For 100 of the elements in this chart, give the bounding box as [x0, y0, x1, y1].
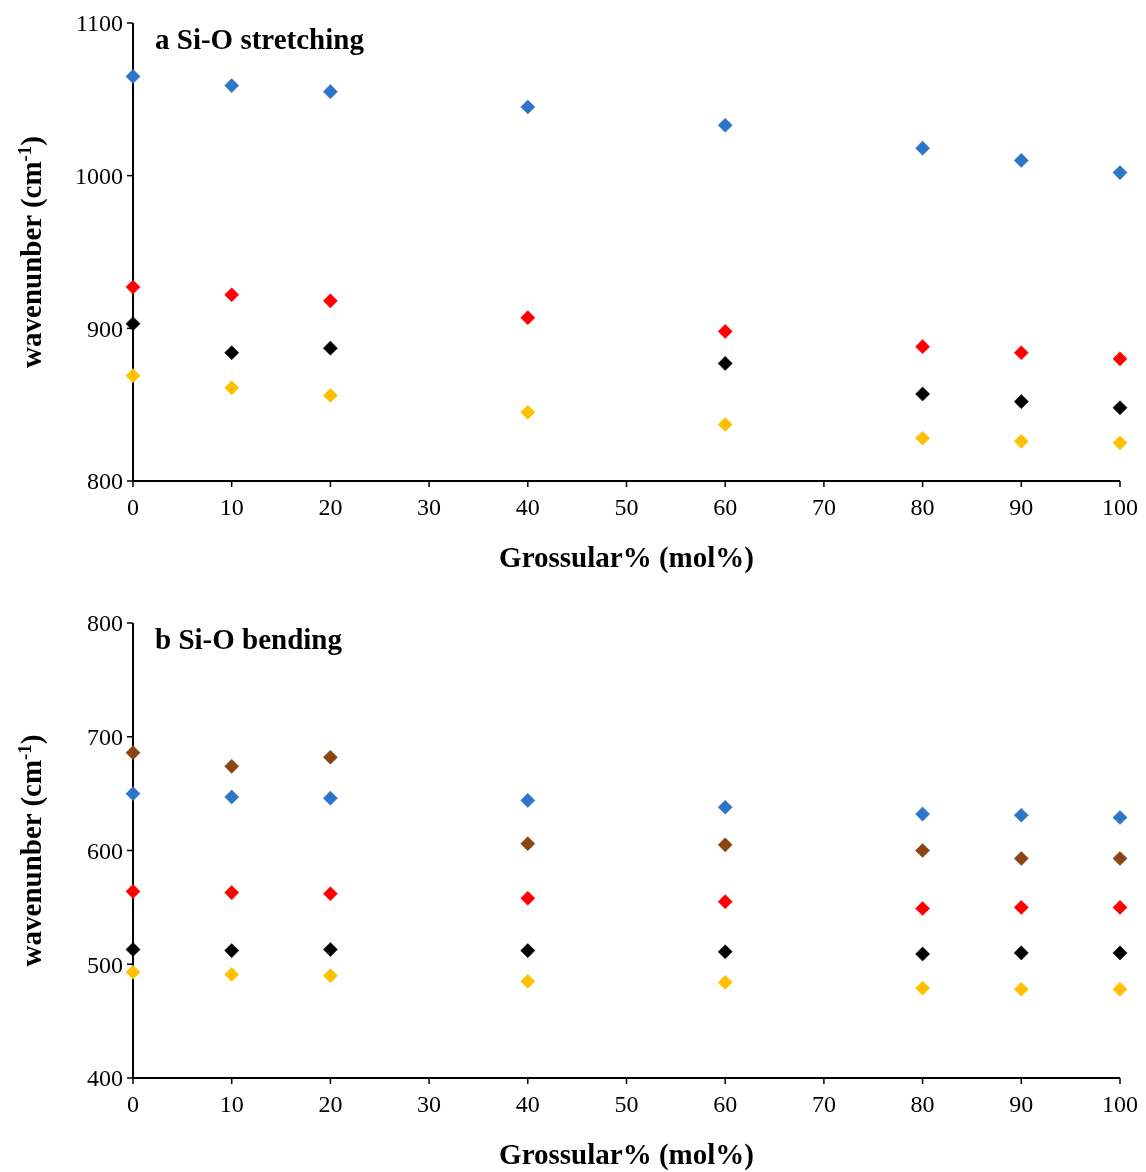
- x-tick-label: 0: [127, 494, 139, 520]
- point: [125, 745, 141, 761]
- point: [1013, 981, 1029, 997]
- point: [224, 287, 240, 303]
- point: [224, 943, 240, 958]
- point: [1112, 810, 1128, 825]
- point: [1112, 165, 1128, 180]
- y-tick-label: 700: [87, 724, 123, 751]
- point: [125, 964, 141, 980]
- y-tick-label: 400: [87, 1065, 123, 1092]
- point: [717, 894, 733, 910]
- point: [323, 968, 338, 983]
- point: [915, 140, 930, 156]
- point: [224, 78, 240, 93]
- point: [224, 967, 240, 982]
- point: [323, 749, 338, 765]
- point: [915, 980, 930, 996]
- point: [520, 943, 536, 958]
- point: [323, 790, 338, 806]
- point: [520, 310, 536, 325]
- x-tick-label: 70: [811, 1091, 836, 1117]
- point: [125, 786, 141, 801]
- x-tick-label: 40: [515, 494, 540, 520]
- point: [125, 279, 141, 295]
- point: [1013, 394, 1029, 409]
- point: [323, 84, 338, 100]
- point: [224, 789, 240, 805]
- point: [224, 885, 240, 900]
- point: [1112, 351, 1128, 367]
- point: [717, 837, 733, 853]
- point: [224, 345, 240, 361]
- point: [1112, 851, 1128, 866]
- point: [1013, 345, 1029, 361]
- point: [125, 942, 141, 957]
- point: [520, 793, 536, 808]
- point: [520, 404, 536, 420]
- point: [125, 368, 141, 383]
- x-tick-label: 20: [318, 1091, 343, 1117]
- point: [717, 799, 733, 815]
- x-tick-label: 100: [1102, 494, 1138, 520]
- x-tick-label: 40: [515, 1091, 540, 1117]
- x-tick-label: 10: [219, 1091, 244, 1117]
- x-tick-label: 90: [1009, 1091, 1034, 1117]
- point: [915, 806, 930, 822]
- x-tick-label: 30: [417, 494, 442, 520]
- point: [717, 356, 733, 371]
- point: [520, 99, 536, 115]
- point: [1112, 945, 1128, 961]
- point: [717, 417, 733, 432]
- x-tick-label: 70: [811, 494, 836, 520]
- point: [915, 946, 930, 962]
- point: [915, 339, 930, 354]
- y-tick-label: 800: [87, 610, 123, 637]
- point: [125, 69, 141, 84]
- x-tick-label: 20: [318, 494, 343, 520]
- point: [520, 973, 536, 989]
- y-tick-label: 800: [87, 468, 123, 495]
- point: [915, 901, 930, 916]
- x-tick-label: 60: [713, 494, 738, 520]
- x-tick-label: 50: [614, 1091, 639, 1117]
- x-tick-label: 80: [910, 1091, 935, 1117]
- point: [323, 942, 338, 957]
- point: [915, 843, 930, 858]
- point: [1013, 945, 1029, 961]
- point: [520, 836, 536, 852]
- point: [224, 380, 240, 396]
- point: [1112, 900, 1128, 915]
- x-tick-label: 90: [1009, 494, 1034, 520]
- y-tick-label: 1100: [75, 10, 123, 37]
- point: [323, 293, 338, 309]
- y-tick-label: 600: [87, 837, 123, 864]
- point: [1112, 435, 1128, 451]
- point: [224, 758, 240, 774]
- point: [717, 944, 733, 960]
- point: [323, 340, 338, 356]
- x-axis-title: Grossular% (mol%): [499, 541, 754, 574]
- point: [125, 884, 141, 899]
- point: [1013, 851, 1029, 866]
- chart-title: b Si-O bending: [155, 623, 343, 655]
- chart-title: a Si-O stretching: [155, 23, 365, 55]
- point: [323, 886, 338, 902]
- point: [717, 324, 733, 339]
- point: [717, 117, 733, 133]
- x-tick-label: 10: [219, 494, 244, 520]
- x-tick-label: 60: [713, 1091, 738, 1117]
- point: [125, 316, 141, 332]
- point: [1013, 153, 1029, 168]
- point: [915, 430, 930, 446]
- x-axis-title: Grossular% (mol%): [499, 1138, 754, 1171]
- point: [1013, 900, 1029, 915]
- point: [520, 890, 536, 906]
- point: [1013, 433, 1029, 449]
- point: [1112, 400, 1128, 416]
- y-tick-label: 500: [87, 951, 123, 978]
- x-tick-label: 50: [614, 494, 639, 520]
- x-tick-label: 80: [910, 494, 935, 520]
- point: [915, 386, 930, 402]
- point: [717, 975, 733, 990]
- x-tick-label: 30: [417, 1091, 442, 1117]
- y-tick-label: 900: [87, 315, 123, 342]
